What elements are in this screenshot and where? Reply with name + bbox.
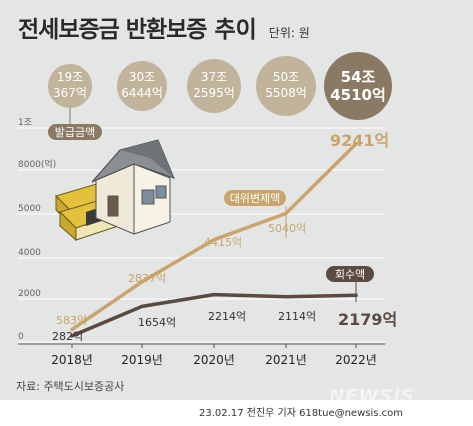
chart-title-suffix: 추이 [214, 17, 257, 43]
guarantee-bubble [324, 52, 392, 120]
guarantee-bubble [187, 59, 241, 113]
guarantee-bubble-label: 30조 [129, 70, 155, 84]
guarantee-bubble [48, 64, 92, 108]
guarantee-bubble-label: 50조 [273, 70, 299, 84]
x-tick-label: 2019년 [121, 353, 163, 367]
y-tick-label: 4000 [18, 248, 41, 258]
data-label: 1654억 [138, 316, 176, 329]
guarantee-bubble-label: 37조 [201, 70, 227, 84]
data-label: 583억 [56, 314, 87, 327]
guarantee-legend-label: 발급금액 [55, 126, 95, 139]
guarantee-bubble [117, 61, 167, 111]
y-tick-label: 8000(억) [18, 158, 56, 170]
y-tick-label: 5000 [18, 204, 41, 214]
guarantee-bubble-label: 2595억 [193, 86, 235, 100]
footer [0, 400, 473, 426]
data-label: 5040억 [268, 222, 306, 235]
unit-label: 단위: 원 [268, 26, 310, 40]
y-tick-label: 0 [18, 332, 24, 342]
x-tick-label: 2021년 [265, 353, 307, 367]
y-tick-label: 1조 [18, 118, 32, 128]
x-tick-label: 2020년 [193, 353, 235, 367]
house-icon [91, 139, 175, 235]
grid-layer: 0 2000 4000 5000 8000(억) 1조 [18, 118, 385, 343]
x-tick-label: 2022년 [335, 353, 377, 367]
axis-layer: 2018년 2019년 2020년 2021년 2022년 [18, 343, 385, 367]
credit-line: 23.02.17 전진우 기자 618tue@newsis.com [199, 408, 403, 419]
label-layer: 583억 2837억 4415억 5040억 9241억 282억 1654억 2214억 21… [52, 131, 397, 343]
guarantee-bubble-label: 4510억 [330, 86, 386, 104]
chart-title: 전세보증금 반환보증 [18, 17, 207, 43]
data-label: 9241억 [330, 131, 389, 150]
data-label: 4415억 [204, 236, 242, 249]
house-with-money-illustration [55, 139, 175, 242]
x-tick-label: 2018년 [51, 353, 93, 367]
data-label: 2114억 [278, 310, 316, 323]
guarantee-legend-tag [48, 124, 102, 140]
series-name-tag [326, 266, 374, 282]
data-label: 282억 [52, 330, 83, 343]
bubble-layer: 19조 367억 30조 6444억 37조 2595억 50조 5508억 54조4510억발… [48, 52, 392, 140]
guarantee-bubble [256, 56, 316, 116]
guarantee-bubble-label: 19조 [57, 70, 83, 84]
data-label: 2837억 [128, 272, 166, 285]
guarantee-bubble-label: 367억 [53, 86, 87, 100]
guarantee-bubble-label: 6444억 [121, 86, 163, 100]
data-label: 2214억 [208, 310, 246, 323]
title-line: 전세보증금 반환보증 추이 단위: 원 [18, 10, 310, 44]
y-tick-label: 2000 [18, 289, 41, 299]
series-name-label: 회수액 [335, 268, 365, 281]
guarantee-bubble-label: 5508억 [265, 86, 307, 100]
source-note: 자료: 주택도시보증공사 [16, 380, 125, 393]
guarantee-bubble-label: 54조 [341, 68, 376, 86]
data-label: 2179억 [338, 310, 397, 329]
series-name-tag [224, 190, 286, 206]
series-name-label: 대위변제액 [230, 192, 281, 205]
